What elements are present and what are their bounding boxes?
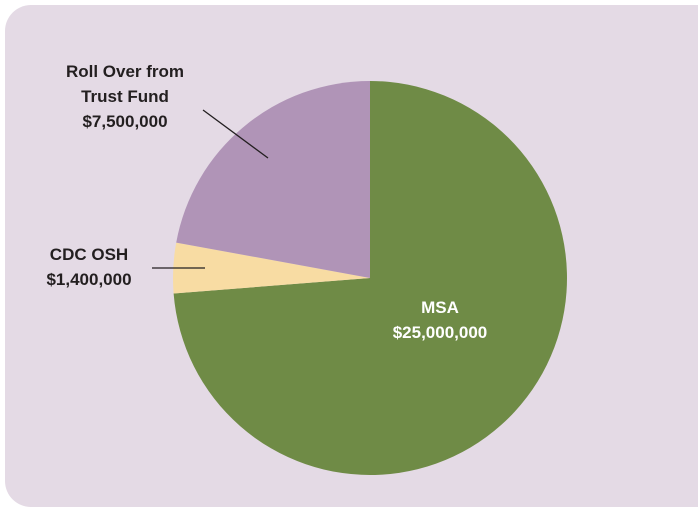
category-label: MSA <box>421 298 459 317</box>
leader-line <box>202 109 269 159</box>
value-label: $7,500,000 <box>82 112 168 131</box>
value-label: $25,000,000 <box>392 323 488 342</box>
value-label: $1,400,000 <box>46 270 132 289</box>
slice-label: Roll Over from Trust Fund $7,500,000 <box>48 59 202 134</box>
category-label: CDC OSH <box>49 245 129 264</box>
category-label: Roll Over from Trust Fund <box>65 62 185 106</box>
pie-slice <box>176 81 370 278</box>
slice-label: CDC OSH $1,400,000 <box>14 242 164 292</box>
pie <box>173 81 567 475</box>
slice-label: MSA $25,000,000 <box>360 295 520 345</box>
pie-slice <box>173 81 567 475</box>
pie-slice <box>173 242 370 294</box>
